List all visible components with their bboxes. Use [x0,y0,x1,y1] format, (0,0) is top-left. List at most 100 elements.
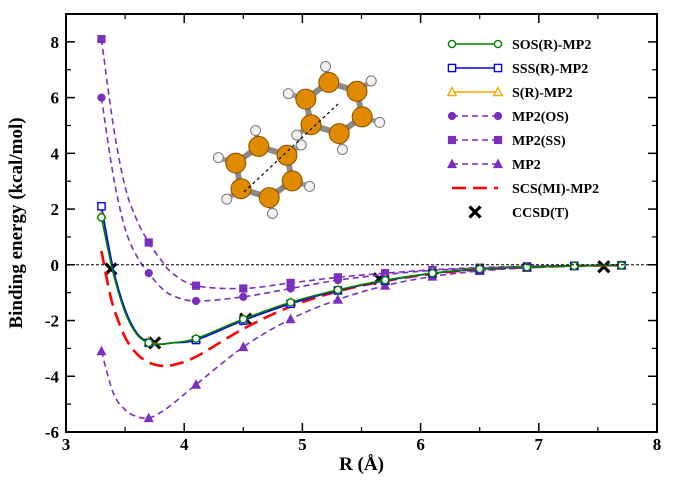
series-line-mp2-os [100,97,622,302]
series-line-mp2 [100,264,622,420]
legend-marker-mp2-ss [493,135,503,145]
data-point-sos-r-mp2 [617,261,626,270]
legend-marker-mp2-ss [447,135,457,145]
series-line-s-r-mp2 [100,214,622,346]
data-point-mp2-os [333,276,342,285]
legend-marker-s-r-mp2 [446,86,458,97]
ring-upper-hydrogen-atom [320,61,332,73]
ticks-layer: 3 4 5 6 7 8 -6 -4 -2 0 2 4 6 8 [45,13,662,454]
data-point-sos-r-mp2 [333,285,343,295]
legend-marker-ccsd-t [468,205,482,219]
data-point-sos-r-mp2 [97,213,106,222]
legend-label-mp2-ss: MP2(SS) [512,134,566,149]
legend-marker-sos-r-mp2 [493,39,503,49]
legend: SOS(R)-MP2 SSS(R)-MP2 S(R)-MP2 MP2(OS) MP2(S… [446,38,599,221]
series-ccsd-t [104,260,611,350]
ring-upper-carbon-atom [328,123,350,145]
data-point-mp2 [190,379,202,389]
legend-marker-mp2-os [447,111,457,121]
x-tick-label: 3 [62,435,71,454]
ring-lower-hydrogen-atom [266,207,278,219]
legend-label-scs-mi-mp2: SCS(MI)-MP2 [512,182,599,197]
ring-lower-carbon-atom [281,170,303,192]
y-tick-label: 8 [51,33,60,52]
legend-marker-mp2 [492,158,504,169]
ring-lower-carbon-atom [230,178,252,200]
legend-label-sos-r-mp2: SOS(R)-MP2 [512,38,591,53]
legend-label-ccsd-t: CCSD(T) [512,206,569,221]
x-tick-label: 5 [298,435,307,454]
data-point-mp2-os [97,93,106,102]
ring-lower-hydrogen-atom [221,193,233,205]
data-point-mp2-os [286,284,295,293]
legend-marker-mp2-os [493,111,503,121]
data-point-sos-r-mp2 [191,334,201,343]
ring-upper-carbon-atom [351,106,373,128]
data-point-mp2 [96,345,107,356]
data-point-mp2-ss [239,284,248,293]
data-point-sos-r-mp2 [286,298,295,307]
data-point-sos-r-mp2 [380,275,390,285]
ring-upper-carbon-atom [318,71,340,93]
ring-lower-hydrogen-atom [250,125,262,137]
y-tick-label: -2 [45,312,59,331]
benzene-dimer-molecule-illustration [212,61,386,219]
legend-marker-sss-r-mp2 [493,63,503,73]
y-tick-label: 0 [51,256,60,275]
data-point-mp2-ss [191,281,201,290]
series-sos-r-mp2 [97,213,626,348]
ring-lower-hydrogen-atom [212,152,224,164]
data-point-sos-r-mp2 [238,314,248,324]
ring-upper-carbon-atom [295,88,317,110]
legend-label-sss-r-mp2: SSS(R)-MP2 [512,62,588,77]
data-point-mp2 [285,313,296,324]
ring-lower-carbon-atom [276,144,298,166]
series-layer [96,34,627,423]
legend-marker-sss-r-mp2 [447,63,457,73]
ring-lower-hydrogen-atom [304,180,316,192]
legend-marker-mp2 [446,158,458,169]
legend-marker-s-r-mp2 [492,86,504,97]
x-tick-label: 6 [416,435,425,454]
legend-marker-sos-r-mp2 [447,39,457,49]
legend-label-mp2: MP2 [512,158,541,173]
ring-lower-carbon-atom [248,135,270,157]
series-scs-mi-mp2 [100,250,622,368]
y-axis-title: Binding energy (kcal/mol) [6,117,27,328]
x-tick-label: 4 [180,435,189,454]
y-tick-label: -6 [45,423,59,442]
data-point-sos-r-mp2 [428,268,437,278]
data-point-mp2-os [144,269,153,278]
data-point-sos-r-mp2 [569,261,579,271]
legend-label-mp2-os: MP2(OS) [512,110,569,125]
y-tick-label: 6 [51,89,60,108]
ring-upper-hydrogen-atom [291,129,303,141]
data-point-mp2 [238,341,249,352]
series-line-sos-r-mp2 [100,217,622,346]
x-tick-label: 7 [535,435,544,454]
data-point-mp2-ss [97,34,106,44]
ring-upper-hydrogen-atom [365,75,377,87]
series-line-scs-mi-mp2 [100,250,622,368]
ring-lower-carbon-atom [225,152,247,174]
ring-upper-hydrogen-atom [336,143,348,155]
x-tick-label: 8 [653,435,662,454]
data-point-sss-r-mp2 [97,201,106,211]
ring-upper-carbon-atom [346,80,368,102]
y-tick-label: 4 [51,144,60,163]
series-s-r-mp2 [96,208,627,346]
data-point-mp2-os [239,292,248,301]
data-point-mp2 [380,280,391,290]
ring-lower-carbon-atom [258,187,280,209]
y-tick-label: -4 [45,367,60,386]
ring-upper-hydrogen-atom [374,116,386,128]
data-point-mp2 [143,412,154,423]
data-point-mp2 [332,294,343,304]
legend-label-s-r-mp2: S(R)-MP2 [512,86,573,101]
ring-upper-carbon-atom [300,114,322,136]
data-point-sos-r-mp2 [475,264,485,274]
ring-lower-hydrogen-atom [295,139,307,151]
y-tick-label: 2 [51,200,60,219]
ring-upper-hydrogen-atom [282,88,294,100]
